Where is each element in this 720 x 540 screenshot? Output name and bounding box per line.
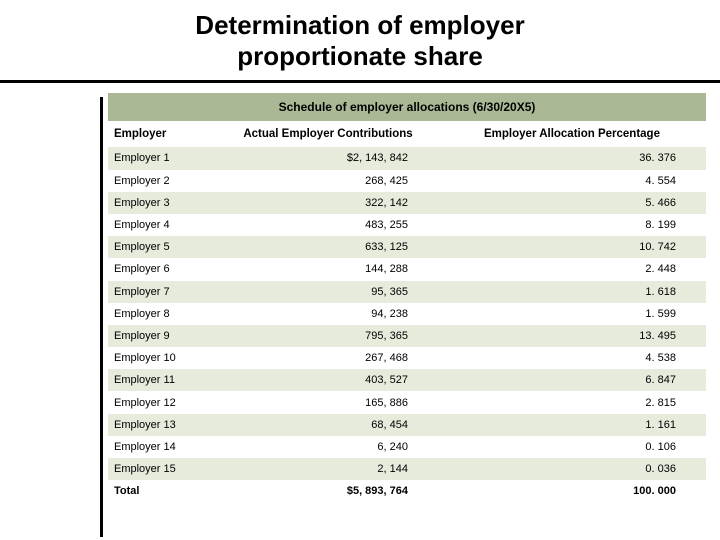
cell-employer: Employer 7 [108, 281, 218, 303]
cell-allocation: 1. 599 [438, 303, 706, 325]
cell-contribution: 483, 255 [218, 214, 438, 236]
cell-employer: Employer 12 [108, 391, 218, 413]
cell-employer: Employer 13 [108, 414, 218, 436]
col-contributions: Actual Employer Contributions [218, 121, 438, 147]
cell-contribution: 268, 425 [218, 170, 438, 192]
cell-contribution: 165, 886 [218, 391, 438, 413]
cell-contribution: 95, 365 [218, 281, 438, 303]
cell-employer: Employer 10 [108, 347, 218, 369]
cell-contribution: 94, 238 [218, 303, 438, 325]
cell-contribution: 68, 454 [218, 414, 438, 436]
cell-allocation: 36. 376 [438, 147, 706, 169]
cell-employer: Employer 8 [108, 303, 218, 325]
table-row: Employer 10267, 4684. 538 [108, 347, 706, 369]
table-row: Employer 795, 3651. 618 [108, 281, 706, 303]
table-row: Employer 1$2, 143, 84236. 376 [108, 147, 706, 169]
cell-allocation: 0. 106 [438, 436, 706, 458]
cell-employer: Employer 4 [108, 214, 218, 236]
cell-allocation: 8. 199 [438, 214, 706, 236]
cell-contribution: 6, 240 [218, 436, 438, 458]
table-row: Employer 894, 2381. 599 [108, 303, 706, 325]
table-row-total: Total$5, 893, 764100. 000 [108, 480, 706, 502]
table-row: Employer 2268, 4254. 554 [108, 170, 706, 192]
cell-total-label: Total [108, 480, 218, 502]
cell-total-allocation: 100. 000 [438, 480, 706, 502]
allocation-table-wrap: Schedule of employer allocations (6/30/2… [108, 93, 706, 502]
table-row: Employer 6144, 2882. 448 [108, 258, 706, 280]
vertical-rule [100, 97, 103, 537]
cell-employer: Employer 1 [108, 147, 218, 169]
cell-contribution: 267, 468 [218, 347, 438, 369]
title-line-1: Determination of employer [195, 10, 524, 40]
table-row: Employer 11403, 5276. 847 [108, 369, 706, 391]
table-row: Employer 5633, 12510. 742 [108, 236, 706, 258]
cell-allocation: 5. 466 [438, 192, 706, 214]
table-row: Employer 3322, 1425. 466 [108, 192, 706, 214]
allocation-table: Schedule of employer allocations (6/30/2… [108, 93, 706, 502]
cell-allocation: 13. 495 [438, 325, 706, 347]
cell-employer: Employer 9 [108, 325, 218, 347]
cell-allocation: 2. 815 [438, 391, 706, 413]
slide: Determination of employer proportionate … [0, 0, 720, 540]
cell-allocation: 1. 618 [438, 281, 706, 303]
title-line-2: proportionate share [237, 41, 483, 71]
cell-contribution: 795, 365 [218, 325, 438, 347]
table-row: Employer 1368, 4541. 161 [108, 414, 706, 436]
cell-total-contribution: $5, 893, 764 [218, 480, 438, 502]
cell-contribution: 322, 142 [218, 192, 438, 214]
cell-allocation: 4. 538 [438, 347, 706, 369]
cell-employer: Employer 2 [108, 170, 218, 192]
cell-allocation: 2. 448 [438, 258, 706, 280]
cell-employer: Employer 11 [108, 369, 218, 391]
table-row: Employer 9795, 36513. 495 [108, 325, 706, 347]
cell-contribution: 633, 125 [218, 236, 438, 258]
column-headers: Employer Actual Employer Contributions E… [108, 121, 706, 147]
schedule-header: Schedule of employer allocations (6/30/2… [108, 93, 706, 121]
cell-allocation: 6. 847 [438, 369, 706, 391]
cell-contribution: 2, 144 [218, 458, 438, 480]
cell-contribution: 144, 288 [218, 258, 438, 280]
cell-employer: Employer 3 [108, 192, 218, 214]
cell-allocation: 0. 036 [438, 458, 706, 480]
col-allocation: Employer Allocation Percentage [438, 121, 706, 147]
cell-employer: Employer 6 [108, 258, 218, 280]
cell-contribution: $2, 143, 842 [218, 147, 438, 169]
table-body: Employer 1$2, 143, 84236. 376Employer 22… [108, 147, 706, 502]
col-employer: Employer [108, 121, 218, 147]
cell-allocation: 1. 161 [438, 414, 706, 436]
horizontal-rule [0, 80, 720, 83]
cell-employer: Employer 14 [108, 436, 218, 458]
table-row: Employer 12165, 8862. 815 [108, 391, 706, 413]
table-row: Employer 152, 1440. 036 [108, 458, 706, 480]
table-row: Employer 4483, 2558. 199 [108, 214, 706, 236]
slide-title: Determination of employer proportionate … [0, 0, 720, 72]
cell-allocation: 4. 554 [438, 170, 706, 192]
table-row: Employer 146, 2400. 106 [108, 436, 706, 458]
cell-employer: Employer 5 [108, 236, 218, 258]
cell-contribution: 403, 527 [218, 369, 438, 391]
cell-allocation: 10. 742 [438, 236, 706, 258]
cell-employer: Employer 15 [108, 458, 218, 480]
